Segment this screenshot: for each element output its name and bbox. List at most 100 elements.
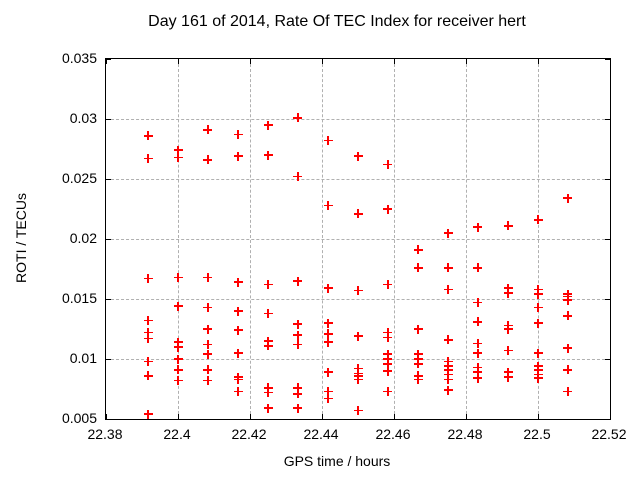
data-point-marker (233, 374, 243, 384)
data-point-marker (173, 354, 183, 364)
data-point-marker (143, 328, 153, 338)
y-tick-label: 0.035 (61, 50, 97, 66)
y-tick-label: 0.025 (61, 170, 97, 186)
data-point-marker (533, 365, 543, 375)
gridline-horizontal (106, 119, 610, 120)
data-point-marker (143, 356, 153, 366)
data-point-marker (413, 374, 423, 384)
data-point-marker (233, 306, 243, 316)
data-point-marker (413, 349, 423, 359)
data-point-marker (563, 386, 573, 396)
data-point-marker (413, 359, 423, 369)
data-point-marker (173, 376, 183, 386)
data-point-marker (383, 204, 393, 214)
data-point-marker (533, 302, 543, 312)
data-point-marker (233, 277, 243, 287)
x-tick-mark (393, 59, 395, 64)
data-point-marker (563, 295, 573, 305)
data-point-marker (173, 145, 183, 155)
data-point-marker (413, 324, 423, 334)
y-tick-label: 0.015 (61, 290, 97, 306)
data-point-marker (143, 154, 153, 164)
x-tick-mark (321, 414, 323, 419)
data-point-marker (233, 151, 243, 161)
data-point-marker (443, 284, 453, 294)
data-point-marker (353, 286, 363, 296)
data-point-marker (473, 362, 483, 372)
data-point-marker (533, 215, 543, 225)
data-point-marker (443, 356, 453, 366)
data-point-marker (263, 403, 273, 413)
data-point-marker (323, 394, 333, 404)
data-point-marker (383, 359, 393, 369)
data-point-marker (173, 152, 183, 162)
data-point-marker (173, 342, 183, 352)
data-point-marker (173, 272, 183, 282)
y-tick-mark (106, 238, 111, 240)
data-point-marker (263, 383, 273, 393)
x-tick-mark (609, 59, 611, 64)
data-point-marker (563, 343, 573, 353)
data-point-marker (203, 272, 213, 282)
x-tick-mark (249, 414, 251, 419)
data-point-marker (233, 386, 243, 396)
data-point-marker (473, 317, 483, 327)
data-point-marker (473, 348, 483, 358)
y-tick-mark (106, 298, 111, 300)
plot-area (105, 58, 611, 420)
data-point-marker (323, 329, 333, 339)
data-point-marker (173, 301, 183, 311)
data-point-marker (533, 289, 543, 299)
data-point-marker (533, 348, 543, 358)
data-point-marker (143, 409, 153, 419)
data-point-marker (443, 228, 453, 238)
y-tick-label: 0.02 (69, 230, 97, 246)
data-point-marker (383, 332, 393, 342)
data-point-marker (143, 371, 153, 381)
data-point-marker (203, 125, 213, 135)
data-point-marker (323, 386, 333, 396)
data-point-marker (173, 337, 183, 347)
data-point-marker (503, 346, 513, 356)
data-point-marker (383, 160, 393, 170)
data-point-marker (323, 283, 333, 293)
data-point-marker (263, 341, 273, 351)
data-point-marker (233, 348, 243, 358)
data-point-marker (533, 318, 543, 328)
x-tick-mark (105, 59, 107, 64)
data-point-marker (293, 113, 303, 123)
data-point-marker (203, 365, 213, 375)
x-tick-mark (609, 414, 611, 419)
data-point-marker (383, 354, 393, 364)
x-tick-mark (321, 59, 323, 64)
data-point-marker (533, 284, 543, 294)
data-point-marker (203, 302, 213, 312)
x-tick-label: 22.42 (231, 426, 267, 442)
data-point-marker (473, 263, 483, 273)
y-tick-mark (605, 118, 610, 120)
data-point-marker (323, 136, 333, 146)
data-point-marker (443, 385, 453, 395)
data-point-marker (443, 365, 453, 375)
y-tick-mark (605, 418, 610, 420)
data-point-marker (173, 365, 183, 375)
data-point-marker (533, 373, 543, 383)
data-point-marker (473, 338, 483, 348)
data-point-marker (233, 325, 243, 335)
data-point-marker (503, 221, 513, 231)
data-point-marker (563, 365, 573, 375)
data-point-marker (263, 308, 273, 318)
y-tick-mark (106, 118, 111, 120)
data-point-marker (263, 336, 273, 346)
y-tick-label: 0.03 (69, 110, 97, 126)
y-tick-label: 0.005 (61, 410, 97, 426)
data-point-marker (443, 263, 453, 273)
data-point-marker (353, 209, 363, 219)
x-tick-mark (537, 59, 539, 64)
gridline-horizontal (106, 359, 610, 360)
x-tick-mark (105, 414, 107, 419)
y-tick-mark (605, 178, 610, 180)
data-point-marker (503, 283, 513, 293)
x-tick-label: 22.38 (87, 426, 123, 442)
y-tick-mark (605, 238, 610, 240)
